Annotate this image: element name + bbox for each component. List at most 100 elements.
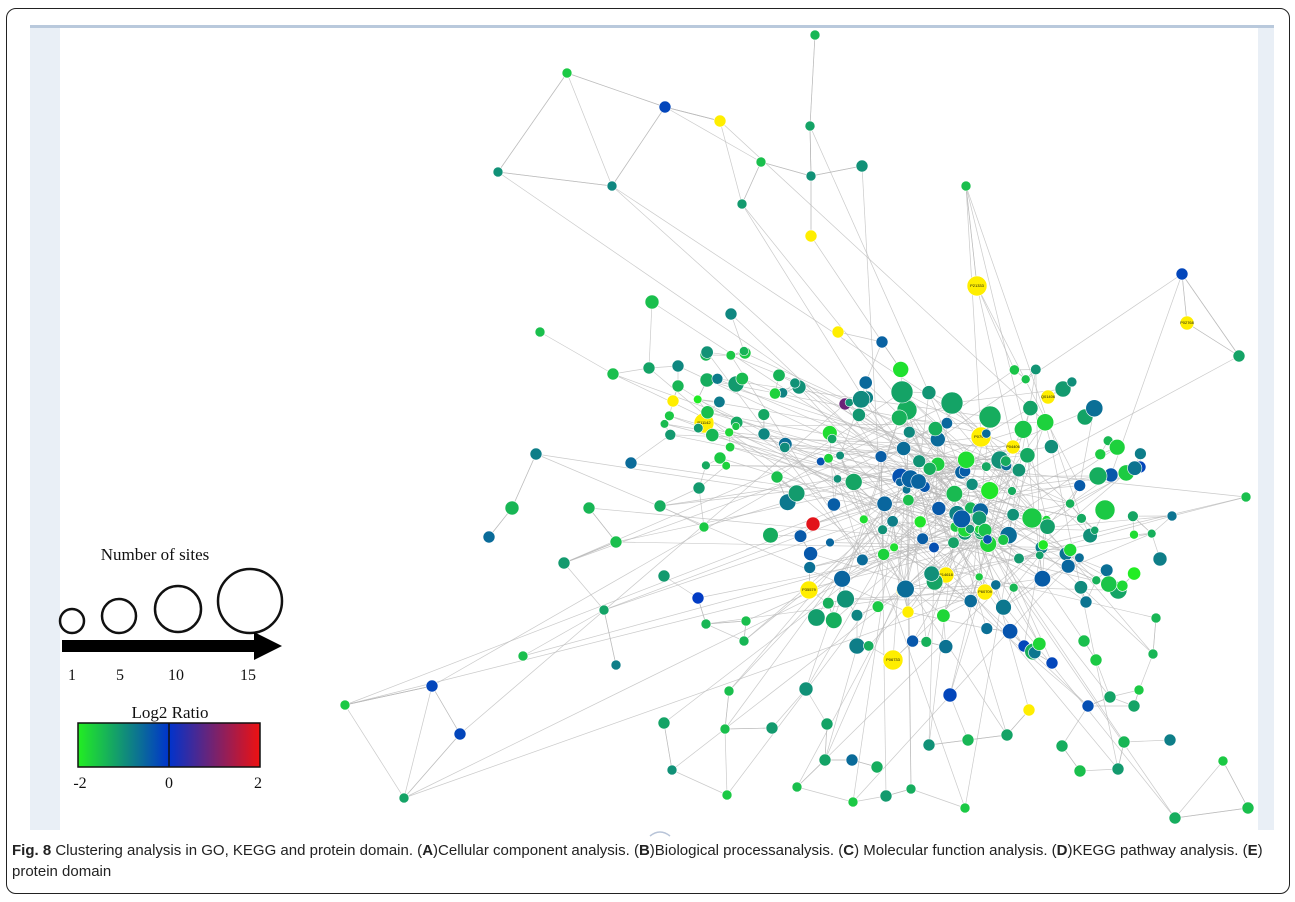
network-node-circle [791, 781, 803, 793]
network-node [693, 423, 704, 434]
network-node-circle [874, 450, 888, 463]
network-node [1009, 364, 1020, 376]
network-node [1022, 400, 1039, 416]
network-node [1036, 413, 1055, 432]
network-node [736, 198, 748, 210]
caption-c-text: ) Molecular function analysis. ( [854, 842, 1057, 859]
network-node-circle [700, 618, 712, 630]
network-node-circle [980, 481, 999, 500]
network-node-circle [952, 509, 971, 529]
network-edge [943, 530, 981, 616]
network-edge [671, 769, 728, 796]
network-edge [563, 541, 617, 564]
network-node [981, 461, 992, 472]
network-edge [892, 432, 910, 661]
network-node [1152, 551, 1168, 567]
network-edge [1003, 565, 1069, 608]
network-node [779, 441, 791, 453]
network-edges [344, 34, 1249, 819]
network-node [557, 556, 571, 570]
network-node-circle [922, 461, 937, 476]
network-node-circle [398, 792, 410, 804]
network-node-circle [1063, 543, 1077, 557]
network-node [719, 723, 731, 735]
network-node [803, 546, 818, 561]
network-edge [1041, 579, 1085, 642]
network-node-circle [736, 198, 748, 210]
network-edge [810, 553, 971, 602]
network-node [534, 326, 546, 338]
panel-strip-left [30, 25, 60, 830]
network-node: P21333 [966, 275, 988, 297]
network-edge [630, 434, 671, 464]
network-node [659, 419, 670, 429]
network-node [886, 515, 899, 528]
network-node-circle [425, 679, 439, 693]
network-node [1146, 528, 1157, 539]
network-node [931, 501, 947, 516]
network-edge [893, 459, 967, 548]
network-node [905, 783, 917, 795]
network-edge [698, 427, 989, 545]
network-node [1013, 552, 1025, 565]
network-node [482, 530, 496, 544]
network-edge [730, 355, 863, 561]
network-node [1103, 690, 1117, 704]
network-edge [497, 171, 613, 187]
network-node [700, 345, 714, 359]
network-node-circle [1094, 448, 1107, 461]
network-edge [698, 487, 705, 528]
network-edge [810, 235, 883, 343]
network-edge [1043, 496, 1247, 546]
network-edge [741, 203, 1009, 536]
network-edge [976, 285, 1014, 448]
network-edge [760, 161, 812, 177]
network-node-circle [957, 450, 976, 469]
network-node [1108, 439, 1126, 456]
network-edge [841, 532, 965, 580]
network-node [793, 529, 808, 543]
network-node-circle [836, 589, 855, 609]
network-node-circle [877, 548, 890, 561]
network-node-circle [666, 394, 680, 408]
network-node-circle [534, 326, 546, 338]
network-node [1035, 550, 1045, 560]
network-node-circle [940, 417, 953, 430]
network-node [1000, 455, 1012, 467]
network-node [666, 764, 678, 776]
network-node [974, 572, 984, 582]
network-node-label: Q01406 [1041, 394, 1056, 399]
network-node [606, 180, 618, 192]
network-node-circle [875, 335, 889, 349]
network-node [1032, 636, 1047, 651]
network-node [965, 524, 975, 534]
network-node-circle [1150, 612, 1162, 624]
network-node-circle [848, 637, 866, 655]
network-node-circle [1090, 525, 1100, 535]
network-node-circle [831, 325, 845, 339]
network-node [855, 159, 869, 173]
network-node-circle [825, 611, 843, 629]
network-node-circle [807, 608, 826, 627]
network-edge [1061, 705, 1089, 747]
network-node-circle [770, 470, 784, 484]
network-node-circle [942, 687, 958, 703]
network-node [902, 494, 915, 507]
network-node-circle [1175, 267, 1189, 281]
network-node-circle [693, 394, 703, 405]
network-node-circle [825, 537, 835, 548]
network-node [1127, 566, 1141, 581]
network-node-circle [971, 510, 987, 526]
network-node-circle [1168, 811, 1182, 825]
network-edge [1047, 485, 1080, 527]
network-edge [865, 341, 883, 383]
network-node [1007, 486, 1017, 496]
network-node-circle [700, 405, 715, 420]
network-node-circle [701, 460, 711, 471]
network-node [721, 789, 733, 801]
network-node [1074, 552, 1085, 563]
network-edge [706, 379, 967, 461]
network-node [1133, 684, 1145, 696]
network-edge [796, 428, 936, 494]
network-node [1055, 739, 1069, 753]
